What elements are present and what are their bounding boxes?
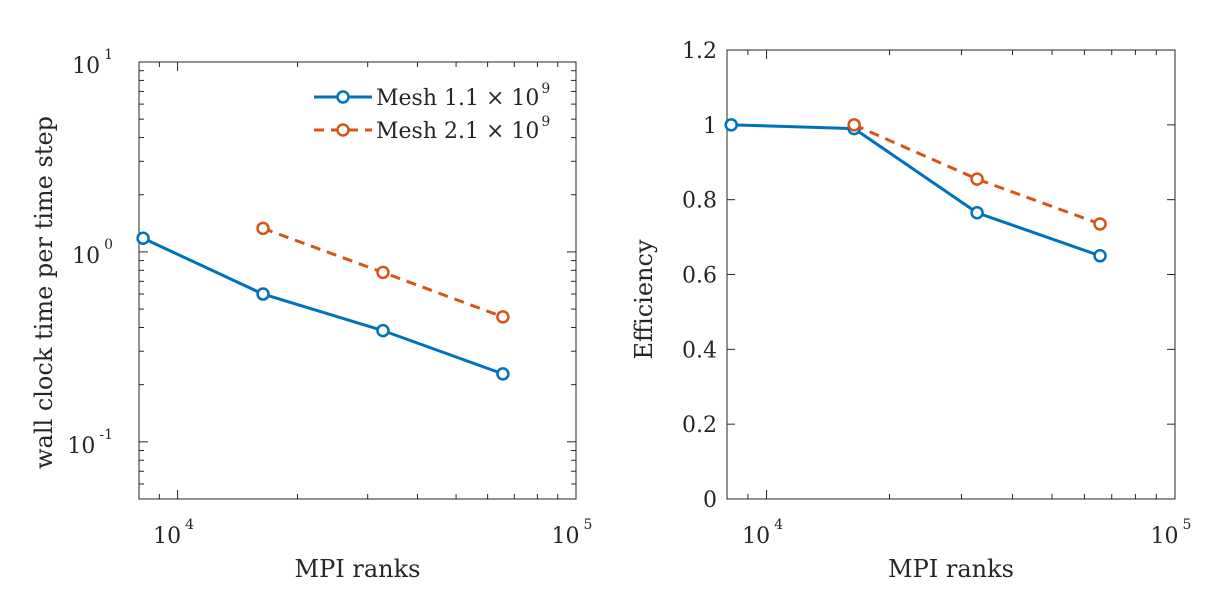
plot-frame [726,49,1176,500]
series-line [853,123,1101,226]
series-1 [136,231,510,381]
y-tick-label: 1.2 [682,39,717,64]
x-tick-label-base: 10 [742,524,770,549]
series-line [142,236,504,376]
series-1 [724,118,1107,263]
legend-entry: Mesh 1.1 × 10 9 [376,81,550,111]
data-point [1093,249,1107,263]
data-point [496,310,510,324]
x-tick-label-exp: 5 [584,517,593,533]
x-tick-label: 10 5 [1151,517,1192,549]
x-axis-label: MPI ranks [888,555,1014,583]
x-tick-label: 10 4 [742,517,783,549]
y-tick-label-exp: 1 [104,47,113,63]
data-point [136,231,150,246]
x-tick-label-exp: 5 [1183,517,1192,533]
data-point [847,118,861,132]
x-tick-label-base: 10 [1151,524,1179,549]
y-tick-label: 0 [703,488,717,513]
y-tick-label: 0.6 [682,264,717,289]
y-tick-label: 10 1 [72,47,113,79]
data-point [376,265,390,280]
y-tick-label: 1 [703,114,717,139]
legend-entry-text: Mesh 1.1 × 10 [376,86,539,111]
data-point [496,367,510,381]
x-tick-label-base: 10 [552,524,580,549]
data-point [1093,217,1107,231]
x-tick-label-base: 10 [153,524,181,549]
y-tick-label-base: 10 [72,244,100,269]
plot-frame [138,61,577,500]
series-2 [847,118,1107,231]
y-tick-label: 10 -1 [67,427,113,459]
data-point [256,221,270,236]
legend-marker [336,123,350,137]
x-axis-label: MPI ranks [295,555,421,583]
y-tick-label: 0.8 [682,189,717,214]
legend-entry-exp: 9 [541,114,550,130]
data-point [376,323,390,338]
legend-entry: Mesh 2.1 × 10 9 [376,114,550,144]
y-tick-label-base: 10 [67,434,95,459]
y-tick-label: 0.4 [682,338,717,363]
legend-entry-text: Mesh 2.1 × 10 [376,119,539,144]
legend-entry-exp: 9 [541,81,550,97]
y-tick-label-exp: 0 [104,237,113,253]
y-axis-label: wall clock time per time step [30,116,58,469]
y-tick-label-exp: -1 [99,427,113,443]
series-line [731,123,1101,258]
data-point [724,118,738,132]
x-tick-label-exp: 4 [185,517,194,533]
y-tick-label: 10 0 [72,237,113,269]
y-tick-label-base: 10 [72,54,100,79]
y-axis-label: Efficiency [630,239,658,359]
data-point [970,206,984,220]
data-point [256,287,270,301]
series-2 [256,221,510,324]
y-tick-label: 0.2 [682,413,717,438]
x-tick-label: 10 5 [552,517,593,549]
x-tick-label: 10 4 [153,517,194,549]
x-tick-label-exp: 4 [774,517,783,533]
legend-marker [336,90,350,104]
data-point [970,172,984,186]
